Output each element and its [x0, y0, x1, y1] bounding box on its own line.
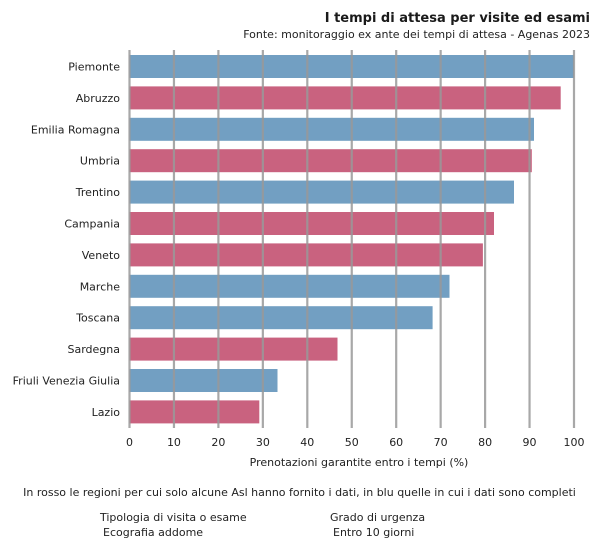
category-label: Umbria	[80, 155, 120, 168]
bar-friuli-venezia-giulia	[129, 369, 278, 392]
x-tick-label: 60	[389, 436, 403, 449]
category-label: Marche	[80, 280, 121, 293]
category-label: Emilia Romagna	[31, 123, 120, 136]
category-label: Friuli Venezia Giulia	[13, 375, 120, 388]
x-tick-label: 20	[211, 436, 225, 449]
bar-marche	[129, 274, 450, 298]
x-tick-label: 40	[300, 436, 314, 449]
bar-umbria	[129, 149, 532, 173]
bar-abruzzo	[129, 86, 561, 110]
filter-tipologia-value: Ecografia addome	[103, 526, 204, 539]
filter-urgenza: Grado di urgenza Entro 10 giorni	[330, 510, 425, 540]
bar-emilia-romagna	[129, 117, 534, 141]
filter-tipologia-label: Tipologia di visita o esame	[100, 511, 247, 524]
filter-urgenza-label: Grado di urgenza	[330, 511, 426, 524]
category-label: Lazio	[92, 406, 121, 419]
bar-campania	[129, 212, 494, 235]
x-tick-label: 0	[126, 436, 133, 449]
category-label: Sardegna	[68, 343, 121, 356]
x-axis-label: Prenotazioni garantite entro i tempi (%)	[249, 456, 469, 469]
chart-title: I tempi di attesa per visite ed esami	[324, 11, 590, 26]
category-label: Veneto	[82, 249, 120, 262]
x-tick-label: 50	[345, 436, 359, 449]
x-tick-label: 90	[523, 436, 537, 449]
bar-lazio	[129, 400, 260, 424]
filter-urgenza-value: Entro 10 giorni	[333, 526, 415, 539]
category-label: Campania	[64, 218, 120, 231]
x-tick-label: 10	[167, 436, 181, 449]
bar-sardegna	[129, 337, 338, 361]
filter-tipologia: Tipologia di visita o esame Ecografia ad…	[100, 510, 247, 540]
x-tick-label: 30	[256, 436, 270, 449]
bar-chart: Piemonte Abruzzo Emilia Romagna Umbria Trent…	[13, 50, 585, 449]
category-label: Toscana	[75, 312, 120, 325]
x-tick-label: 70	[434, 436, 448, 449]
category-label: Piemonte	[68, 61, 120, 74]
chart-subtitle: Fonte: monitoraggio ex ante dei tempi di…	[243, 28, 590, 41]
bar-toscana	[129, 306, 433, 330]
category-label: Abruzzo	[76, 92, 121, 105]
x-tick-label: 80	[478, 436, 492, 449]
color-legend-note: In rosso le regioni per cui solo alcune …	[23, 486, 576, 499]
category-label: Trentino	[75, 186, 120, 199]
bar-trentino	[129, 180, 514, 204]
x-tick-label: 100	[564, 436, 585, 449]
